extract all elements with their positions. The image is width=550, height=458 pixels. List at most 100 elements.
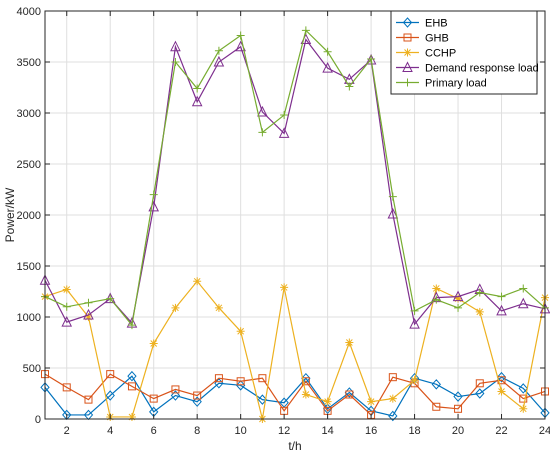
x-tick-label: 10 xyxy=(235,425,247,437)
y-tick-label: 1500 xyxy=(17,261,41,273)
data-point xyxy=(214,303,223,312)
data-point xyxy=(106,294,115,303)
legend-marker xyxy=(403,78,412,87)
legend-item: GHB xyxy=(396,33,449,45)
legend-item: Demand response load xyxy=(396,61,539,75)
data-point xyxy=(432,402,441,411)
data-point xyxy=(388,192,397,201)
data-point xyxy=(431,379,441,390)
data-point xyxy=(236,31,245,40)
data-point xyxy=(475,307,484,316)
data-point xyxy=(171,385,180,394)
data-point xyxy=(149,394,158,403)
data-point xyxy=(62,285,71,294)
x-tick-label: 18 xyxy=(408,425,420,437)
data-point xyxy=(409,318,420,329)
data-point xyxy=(452,290,464,302)
data-point xyxy=(170,390,181,401)
data-point xyxy=(193,84,202,93)
data-point xyxy=(236,377,245,386)
data-point xyxy=(454,404,463,413)
y-tick-label: 500 xyxy=(23,363,41,375)
data-point xyxy=(367,54,376,63)
data-point xyxy=(127,412,136,421)
x-tick-label: 16 xyxy=(365,425,377,437)
data-point xyxy=(62,383,71,392)
legend-label: EHB xyxy=(425,18,448,30)
data-point xyxy=(388,410,398,422)
x-tick-label: 24 xyxy=(539,425,550,437)
series-line xyxy=(44,29,546,327)
data-point xyxy=(496,304,507,316)
data-point xyxy=(301,26,310,35)
data-point xyxy=(497,292,506,301)
legend-label: GHB xyxy=(425,33,449,45)
y-tick-label: 3000 xyxy=(17,108,41,120)
data-point xyxy=(84,298,93,307)
data-point xyxy=(127,370,137,382)
legend-label: Primary load xyxy=(425,78,487,90)
data-point xyxy=(497,387,506,396)
data-point xyxy=(367,397,376,406)
data-point xyxy=(257,394,268,405)
legend-marker xyxy=(402,61,413,72)
data-point xyxy=(236,327,245,336)
data-point xyxy=(387,207,399,219)
data-point xyxy=(280,283,289,292)
data-point xyxy=(62,302,71,311)
data-point xyxy=(519,394,528,403)
data-point xyxy=(171,58,180,66)
series-line xyxy=(44,38,546,326)
data-point xyxy=(278,127,290,138)
legend-marker xyxy=(403,48,412,57)
x-tick-label: 12 xyxy=(278,425,290,437)
y-tick-label: 4000 xyxy=(17,6,41,18)
data-point xyxy=(127,382,136,391)
y-tick-label: 3500 xyxy=(17,57,41,69)
data-point xyxy=(84,313,93,321)
data-point xyxy=(149,190,158,199)
data-point xyxy=(475,288,484,297)
data-point xyxy=(432,295,441,304)
data-point xyxy=(170,40,181,52)
x-tick-label: 22 xyxy=(495,425,507,437)
x-tick-label: 4 xyxy=(107,425,113,437)
data-point xyxy=(475,379,484,388)
data-point xyxy=(323,397,332,406)
data-point xyxy=(193,277,202,286)
data-point xyxy=(214,374,223,383)
x-tick-label: 14 xyxy=(321,425,333,437)
data-point xyxy=(345,338,354,347)
data-point xyxy=(519,284,528,293)
x-axis-label: t/h xyxy=(288,439,301,453)
x-tick-label: 8 xyxy=(194,425,200,437)
data-point xyxy=(280,111,289,120)
data-point xyxy=(149,339,158,348)
data-point xyxy=(301,372,311,384)
data-point xyxy=(475,388,485,399)
data-point xyxy=(106,370,115,379)
legend: EHB GHB CCHP Demand response load Primary lo… xyxy=(390,10,539,95)
data-point xyxy=(61,315,73,327)
data-point xyxy=(127,321,136,330)
data-point xyxy=(192,396,202,407)
data-point xyxy=(365,53,377,65)
legend-label: Demand response load xyxy=(425,63,539,75)
data-point xyxy=(301,377,310,386)
y-tick-label: 2000 xyxy=(17,210,41,222)
data-point xyxy=(301,390,310,399)
data-point xyxy=(519,404,528,413)
data-point xyxy=(432,284,441,293)
data-point xyxy=(213,55,225,67)
data-point xyxy=(84,395,93,404)
series-layer xyxy=(39,26,550,423)
data-point xyxy=(388,394,397,403)
legend-item: Primary load xyxy=(396,78,487,90)
y-axis-label: Power/kW xyxy=(3,187,17,242)
legend-marker xyxy=(403,33,412,42)
legend-marker xyxy=(402,17,413,28)
data-point xyxy=(496,371,507,383)
x-tick-label: 20 xyxy=(452,425,464,437)
x-tick-label: 6 xyxy=(151,425,157,437)
